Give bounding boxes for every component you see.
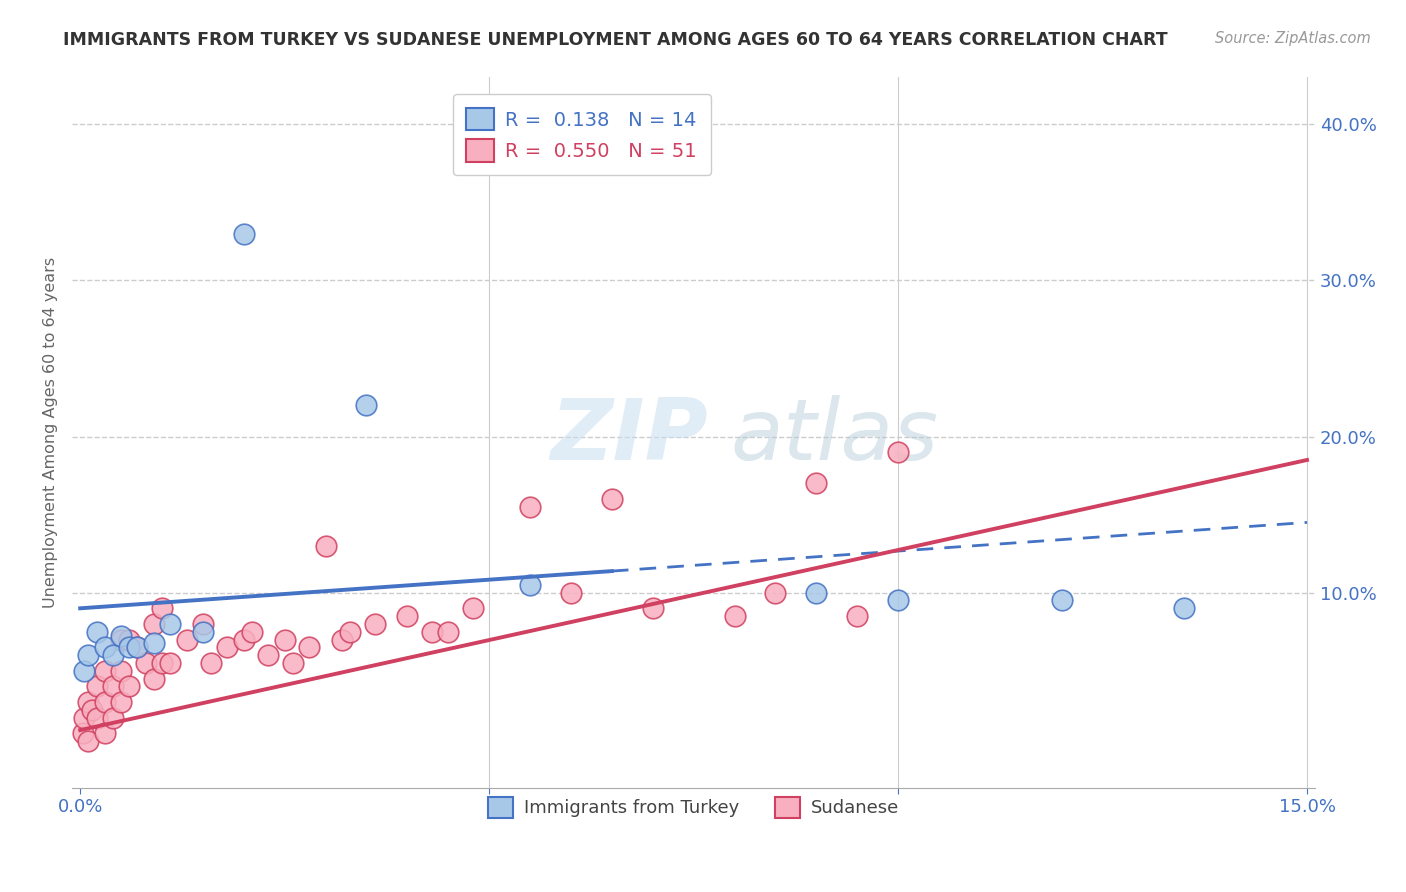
Point — [135, 656, 157, 670]
Point — [73, 710, 96, 724]
Point — [396, 609, 419, 624]
Point — [150, 656, 173, 670]
Point — [200, 656, 222, 670]
Point — [217, 640, 239, 655]
Point — [641, 601, 664, 615]
Point — [806, 585, 828, 599]
Point — [142, 616, 165, 631]
Point — [763, 585, 786, 599]
Text: Source: ZipAtlas.com: Source: ZipAtlas.com — [1215, 31, 1371, 46]
Point — [72, 726, 94, 740]
Point — [118, 632, 141, 647]
Point — [281, 656, 304, 670]
Point — [519, 500, 541, 514]
Point — [118, 679, 141, 693]
Point — [887, 445, 910, 459]
Point — [77, 734, 100, 748]
Point — [806, 476, 828, 491]
Point — [298, 640, 321, 655]
Point — [887, 593, 910, 607]
Point — [77, 695, 100, 709]
Point — [315, 539, 337, 553]
Point — [330, 632, 353, 647]
Point — [191, 616, 214, 631]
Point — [142, 635, 165, 649]
Point — [86, 679, 108, 693]
Point — [600, 491, 623, 506]
Point — [437, 624, 460, 639]
Point — [339, 624, 361, 639]
Point — [257, 648, 280, 662]
Point — [110, 695, 132, 709]
Point — [101, 648, 124, 662]
Point — [723, 609, 745, 624]
Point — [150, 601, 173, 615]
Point — [176, 632, 198, 647]
Point — [1050, 593, 1073, 607]
Point — [420, 624, 443, 639]
Point — [101, 710, 124, 724]
Point — [101, 679, 124, 693]
Point — [273, 632, 295, 647]
Point — [159, 656, 181, 670]
Point — [93, 664, 115, 678]
Y-axis label: Unemployment Among Ages 60 to 64 years: Unemployment Among Ages 60 to 64 years — [44, 257, 58, 608]
Point — [86, 710, 108, 724]
Point — [77, 648, 100, 662]
Point — [519, 578, 541, 592]
Point — [93, 726, 115, 740]
Legend: Immigrants from Turkey, Sudanese: Immigrants from Turkey, Sudanese — [481, 789, 907, 825]
Point — [461, 601, 484, 615]
Text: IMMIGRANTS FROM TURKEY VS SUDANESE UNEMPLOYMENT AMONG AGES 60 TO 64 YEARS CORREL: IMMIGRANTS FROM TURKEY VS SUDANESE UNEMP… — [63, 31, 1168, 49]
Point — [110, 629, 132, 643]
Point — [142, 672, 165, 686]
Point — [560, 585, 582, 599]
Point — [110, 632, 132, 647]
Point — [1173, 601, 1195, 615]
Point — [846, 609, 869, 624]
Point — [363, 616, 385, 631]
Point — [232, 227, 254, 241]
Point — [86, 624, 108, 639]
Point — [191, 624, 214, 639]
Point — [82, 703, 104, 717]
Text: ZIP: ZIP — [551, 394, 709, 478]
Point — [73, 664, 96, 678]
Point — [93, 695, 115, 709]
Point — [127, 640, 149, 655]
Point — [110, 664, 132, 678]
Point — [159, 616, 181, 631]
Point — [232, 632, 254, 647]
Point — [118, 640, 141, 655]
Point — [93, 640, 115, 655]
Point — [240, 624, 263, 639]
Point — [356, 398, 378, 412]
Text: atlas: atlas — [731, 394, 939, 478]
Point — [127, 640, 149, 655]
